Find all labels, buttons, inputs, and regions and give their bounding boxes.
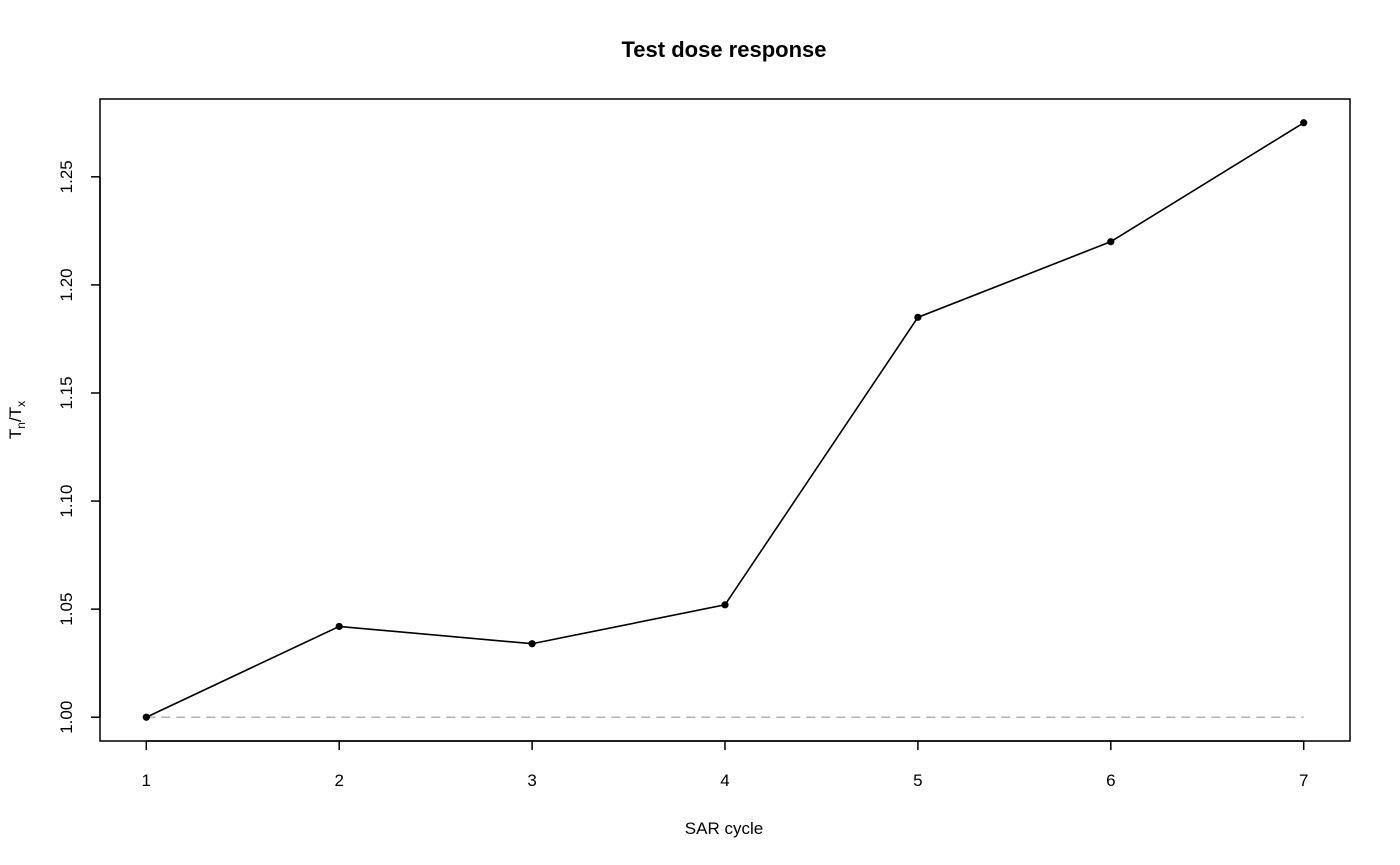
x-axis: 1 2 3 4 5 6 7 [142,740,1308,790]
y-axis-label-sep: / [6,417,25,422]
x-tick-label: 7 [1299,771,1308,790]
x-axis-label: SAR cycle [685,819,763,838]
y-tick-label: 1.00 [57,701,76,734]
x-tick-label: 2 [334,771,343,790]
data-point [1300,119,1308,127]
y-tick-label: 1.25 [57,160,76,193]
y-axis-label-sub2: x [14,401,28,407]
series-points [142,119,1308,721]
chart-title: Test dose response [622,37,827,62]
data-point [142,713,150,721]
y-tick-label: 1.10 [57,485,76,518]
y-tick-label: 1.20 [57,268,76,301]
y-axis-label-t2: T [6,407,25,417]
data-point [1107,238,1115,246]
plot-frame [99,98,1351,742]
x-tick-label: 1 [142,771,151,790]
x-tick-label: 4 [720,771,729,790]
y-axis-label-sub1: n [14,422,28,429]
data-point [721,601,729,609]
data-point [335,622,343,631]
y-tick-label: 1.05 [57,593,76,626]
x-tick-label: 6 [1106,771,1115,790]
series-line [145,122,1305,718]
data-point [528,640,536,648]
x-tick-label: 5 [913,771,922,790]
y-axis-label: Tn/Tx [6,401,28,439]
x-tick-label: 3 [527,771,536,790]
y-axis-label-t1: T [6,429,25,439]
data-point [914,313,922,321]
y-tick-label: 1.15 [57,376,76,409]
y-axis: 1.00 1.05 1.10 1.15 1.20 1.25 [57,160,101,734]
